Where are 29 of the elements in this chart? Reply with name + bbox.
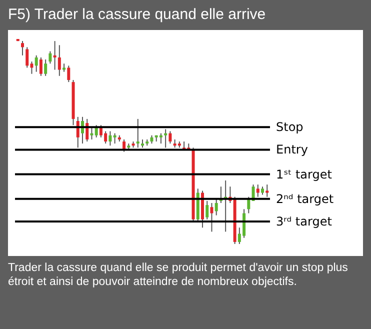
candlestick xyxy=(108,130,112,146)
candlestick xyxy=(214,198,218,216)
candlestick xyxy=(48,50,52,64)
candlestick xyxy=(159,132,162,144)
candlestick xyxy=(256,184,260,198)
candlestick xyxy=(210,202,214,232)
chart-title: F5) Trader la cassure quand elle arrive xyxy=(7,5,267,25)
candlestick xyxy=(113,132,116,144)
candlestick xyxy=(266,184,269,198)
text: Trader la cassure quand elle se produit permet d'avoir un stop plus étroit et ainsi de pouvoir atteindre de nombreux objectifs. xyxy=(7,261,349,290)
candlestick xyxy=(136,118,140,148)
candlestick xyxy=(67,65,70,83)
candlestick xyxy=(21,40,24,56)
ref-line-label: Stop xyxy=(276,120,304,134)
candlestick xyxy=(168,130,172,144)
ref-line-label: 2ⁿᵈ target xyxy=(276,192,334,206)
candlestick xyxy=(39,56,42,76)
ref-line-label: 3ʳᵈ target xyxy=(276,214,332,228)
candlestick xyxy=(34,54,38,72)
candlestick xyxy=(44,59,48,76)
ref-line-label: Entry xyxy=(276,142,308,157)
candlestick xyxy=(26,46,29,68)
candlestick xyxy=(94,124,98,138)
candlestick xyxy=(58,44,61,76)
candlestick xyxy=(164,128,168,148)
candlestick xyxy=(90,126,94,140)
candlestick xyxy=(53,40,56,70)
candlestick xyxy=(206,200,209,220)
ref-line-label: 1ˢᵗ target xyxy=(276,167,332,182)
